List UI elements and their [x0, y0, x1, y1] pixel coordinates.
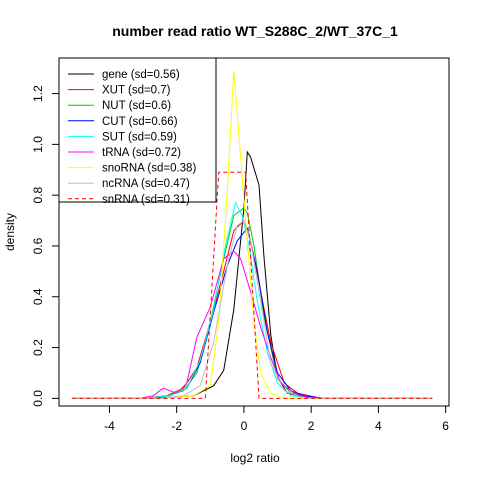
series-line-6	[72, 70, 433, 399]
series-line-7	[72, 219, 433, 399]
legend-label: tRNA (sd=0.72)	[102, 147, 181, 159]
y-axis-label: density	[3, 213, 17, 251]
x-tick-label: 2	[308, 419, 315, 433]
x-tick-label: 4	[375, 419, 382, 433]
legend: gene (sd=0.56) XUT (sd=0.7) NUT (sd=0.6) CU…	[58, 57, 217, 206]
series-layer	[72, 70, 433, 399]
x-tick-label: 6	[442, 419, 449, 433]
x-tick-label: -4	[104, 419, 115, 433]
series-line-5	[72, 250, 433, 399]
legend-label: CUT (sd=0.66)	[102, 116, 178, 128]
series-line-8	[72, 171, 433, 399]
y-tick-label: 1.2	[31, 85, 45, 102]
series-line-1	[72, 219, 433, 399]
x-axis-label: log2 ratio	[230, 451, 280, 465]
legend-label: snRNA (sd=0.31)	[102, 194, 190, 206]
x-tick-label: -2	[171, 419, 182, 433]
legend-label: ncRNA (sd=0.47)	[102, 178, 190, 190]
legend-box	[58, 57, 217, 203]
y-tick-label: 0.0	[31, 390, 45, 407]
legend-label: snoRNA (sd=0.38)	[102, 163, 196, 175]
y-tick-label: 0.6	[31, 237, 45, 254]
y-tick-label: 0.8	[31, 187, 45, 204]
legend-label: NUT (sd=0.6)	[102, 100, 171, 112]
y-tick-label: 0.2	[31, 339, 45, 356]
y-axis: 0.0 0.2 0.4 0.6 0.8 1.0 1.2	[31, 85, 60, 407]
x-axis: -4 -2 0 2 4 6	[104, 405, 449, 433]
legend-label: SUT (sd=0.59)	[102, 131, 177, 143]
y-tick-label: 0.4	[31, 288, 45, 305]
legend-label: XUT (sd=0.7)	[102, 85, 171, 97]
legend-label: gene (sd=0.56)	[102, 69, 180, 81]
chart-title: number read ratio WT_S288C_2/WT_37C_1	[112, 23, 398, 39]
x-tick-label: 0	[241, 419, 248, 433]
y-tick-label: 1.0	[31, 136, 45, 153]
